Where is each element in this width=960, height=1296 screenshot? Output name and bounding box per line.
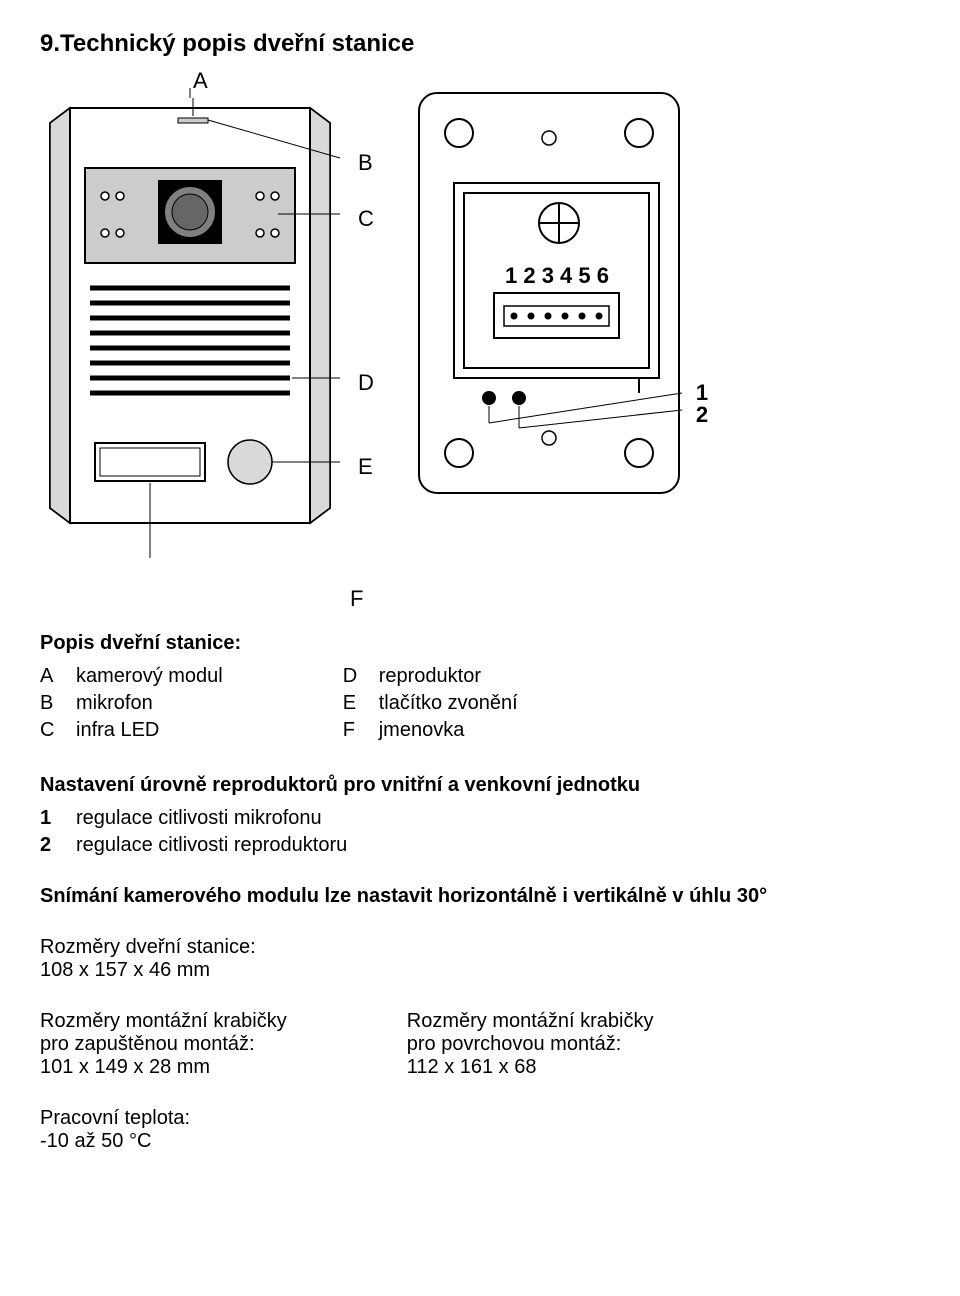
label-b: B xyxy=(358,152,374,174)
legend-col-right: Dreproduktor Etlačítko zvonění Fjmenovka xyxy=(343,665,518,746)
front-letter-column: A B C D E xyxy=(358,88,374,478)
label-c: C xyxy=(358,208,374,230)
camera-note: Snímání kamerového modulu lze nastavit h… xyxy=(40,885,920,908)
temp-block: Pracovní teplota: -10 až 50 °C xyxy=(40,1107,920,1153)
dims-flush-title: Rozměry montážní krabičky xyxy=(40,1010,287,1033)
legend-val: infra LED xyxy=(76,719,159,742)
terminal-label: 1 2 3 4 5 6 xyxy=(505,263,609,288)
label-d: D xyxy=(358,372,374,394)
dims-flush-value: 101 x 149 x 28 mm xyxy=(40,1056,287,1079)
settings-title: Nastavení úrovně reproduktorů pro vnitřn… xyxy=(40,774,920,797)
legend-key: F xyxy=(343,719,363,742)
settings-list: 1 regulace citlivosti mikrofonu 2 regulace… xyxy=(40,807,920,857)
list-text: regulace citlivosti reproduktoru xyxy=(76,834,347,857)
dims-surf-sub: pro povrchovou montáž: xyxy=(407,1033,654,1056)
legend-val: kamerový modul xyxy=(76,665,223,688)
label-f: F xyxy=(350,586,920,612)
back-number-column: 1 2 xyxy=(696,88,708,428)
dims-station-value: 108 x 157 x 46 mm xyxy=(40,959,920,982)
legend-val: reproduktor xyxy=(379,665,481,688)
legend-val: mikrofon xyxy=(76,692,153,715)
diagram-row: A B C D E 1 2 3 4 5 6 xyxy=(40,88,920,558)
legend-col-left: Akamerový modul Bmikrofon Cinfra LED xyxy=(40,665,223,746)
list-num: 2 xyxy=(40,834,60,857)
front-diagram-group: A B C D E xyxy=(40,88,374,558)
list-num: 1 xyxy=(40,807,60,830)
label-e: E xyxy=(358,456,374,478)
dims-surf-value: 112 x 161 x 68 xyxy=(407,1056,654,1079)
dims-station: Rozměry dveřní stanice: 108 x 157 x 46 m… xyxy=(40,936,920,982)
legend-title: Popis dveřní stanice: xyxy=(40,632,920,655)
legend-key: E xyxy=(343,692,363,715)
legend-table: Akamerový modul Bmikrofon Cinfra LED Dre… xyxy=(40,665,920,746)
back-diagram: 1 2 3 4 5 6 xyxy=(414,88,684,508)
legend-val: tlačítko zvonění xyxy=(379,692,518,715)
legend-key: A xyxy=(40,665,60,688)
legend-val: jmenovka xyxy=(379,719,465,742)
legend-key: C xyxy=(40,719,60,742)
legend-key: B xyxy=(40,692,60,715)
dims-surf-title: Rozměry montážní krabičky xyxy=(407,1010,654,1033)
dims-station-title: Rozměry dveřní stanice: xyxy=(40,936,920,959)
list-text: regulace citlivosti mikrofonu xyxy=(76,807,322,830)
temp-value: -10 až 50 °C xyxy=(40,1130,920,1153)
dims-boxes-row: Rozměry montážní krabičky pro zapuštěnou… xyxy=(40,1010,920,1079)
dims-flush-sub: pro zapuštěnou montáž: xyxy=(40,1033,287,1056)
temp-title: Pracovní teplota: xyxy=(40,1107,920,1130)
back-diagram-group: 1 2 3 4 5 6 1 2 xyxy=(414,88,708,508)
label-2: 2 xyxy=(696,402,708,428)
page-title: 9.Technický popis dveřní stanice xyxy=(40,30,920,58)
dims-flush: Rozměry montážní krabičky pro zapuštěnou… xyxy=(40,1010,287,1079)
legend-key: D xyxy=(343,665,363,688)
dims-surface: Rozměry montážní krabičky pro povrchovou… xyxy=(407,1010,654,1079)
front-diagram xyxy=(40,88,340,558)
label-a: A xyxy=(193,70,374,92)
